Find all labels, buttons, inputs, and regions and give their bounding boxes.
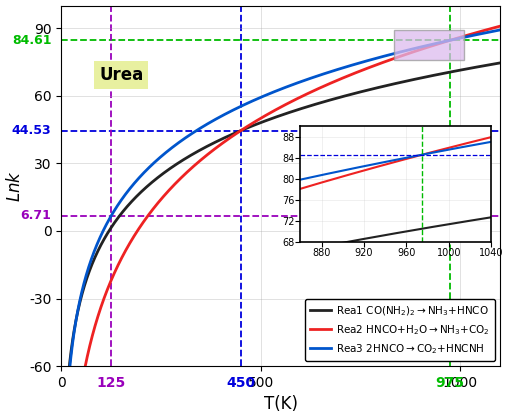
Line: Rea3 2HNCO$\rightarrow$CO$_2$+HNCNH: Rea3 2HNCO$\rightarrow$CO$_2$+HNCNH — [63, 30, 499, 419]
Line: Rea1 CO(NH$_2$)$_2$$\rightarrow$NH$_3$+HNCO: Rea1 CO(NH$_2$)$_2$$\rightarrow$NH$_3$+H… — [63, 63, 499, 419]
Rea2 HNCO+H$_2$O$\rightarrow$NH$_3$+CO$_2$ — [496, 23, 502, 28]
Rea1 CO(NH$_2$)$_2$$\rightarrow$NH$_3$+HNCO — [377, 85, 383, 90]
Rea2 HNCO+H$_2$O$\rightarrow$NH$_3$+CO$_2$ — [267, 110, 273, 115]
Text: 975: 975 — [435, 376, 464, 391]
Rea2 HNCO+H$_2$O$\rightarrow$NH$_3$+CO$_2$ — [461, 34, 467, 39]
Rea3 2HNCO$\rightarrow$CO$_2$+HNCNH — [483, 30, 489, 35]
Rea2 HNCO+H$_2$O$\rightarrow$NH$_3$+CO$_2$ — [243, 124, 249, 129]
Text: 125: 125 — [96, 376, 126, 391]
Text: 450: 450 — [226, 376, 255, 391]
Text: 84.61: 84.61 — [12, 34, 51, 47]
Rea3 2HNCO$\rightarrow$CO$_2$+HNCNH — [243, 101, 249, 106]
Rea1 CO(NH$_2$)$_2$$\rightarrow$NH$_3$+HNCO — [461, 67, 467, 72]
X-axis label: T(K): T(K) — [263, 396, 297, 414]
Rea3 2HNCO$\rightarrow$CO$_2$+HNCNH — [496, 27, 502, 32]
Rea3 2HNCO$\rightarrow$CO$_2$+HNCNH — [247, 99, 253, 104]
Text: 6.71: 6.71 — [20, 210, 51, 222]
Rea1 CO(NH$_2$)$_2$$\rightarrow$NH$_3$+HNCO — [483, 63, 489, 68]
Bar — [393, 30, 463, 59]
Rea3 2HNCO$\rightarrow$CO$_2$+HNCNH — [461, 34, 467, 39]
Rea1 CO(NH$_2$)$_2$$\rightarrow$NH$_3$+HNCO — [496, 60, 502, 65]
Line: Rea2 HNCO+H$_2$O$\rightarrow$NH$_3$+CO$_2$: Rea2 HNCO+H$_2$O$\rightarrow$NH$_3$+CO$_… — [63, 26, 499, 419]
Rea1 CO(NH$_2$)$_2$$\rightarrow$NH$_3$+HNCO — [243, 126, 249, 131]
Rea3 2HNCO$\rightarrow$CO$_2$+HNCNH — [267, 91, 273, 96]
Text: 44.53: 44.53 — [12, 124, 51, 137]
Legend: Rea1 CO(NH$_2$)$_2$$\rightarrow$NH$_3$+HNCO, Rea2 HNCO+H$_2$O$\rightarrow$NH$_3$: Rea1 CO(NH$_2$)$_2$$\rightarrow$NH$_3$+H… — [304, 299, 494, 361]
Rea3 2HNCO$\rightarrow$CO$_2$+HNCNH — [377, 54, 383, 59]
Rea2 HNCO+H$_2$O$\rightarrow$NH$_3$+CO$_2$ — [483, 27, 489, 32]
Rea2 HNCO+H$_2$O$\rightarrow$NH$_3$+CO$_2$ — [377, 61, 383, 66]
Y-axis label: Ln$k$: Ln$k$ — [6, 170, 23, 202]
Rea1 CO(NH$_2$)$_2$$\rightarrow$NH$_3$+HNCO — [267, 116, 273, 122]
Rea1 CO(NH$_2$)$_2$$\rightarrow$NH$_3$+HNCO — [247, 124, 253, 129]
Text: Urea: Urea — [99, 66, 143, 84]
Rea2 HNCO+H$_2$O$\rightarrow$NH$_3$+CO$_2$ — [247, 122, 253, 127]
